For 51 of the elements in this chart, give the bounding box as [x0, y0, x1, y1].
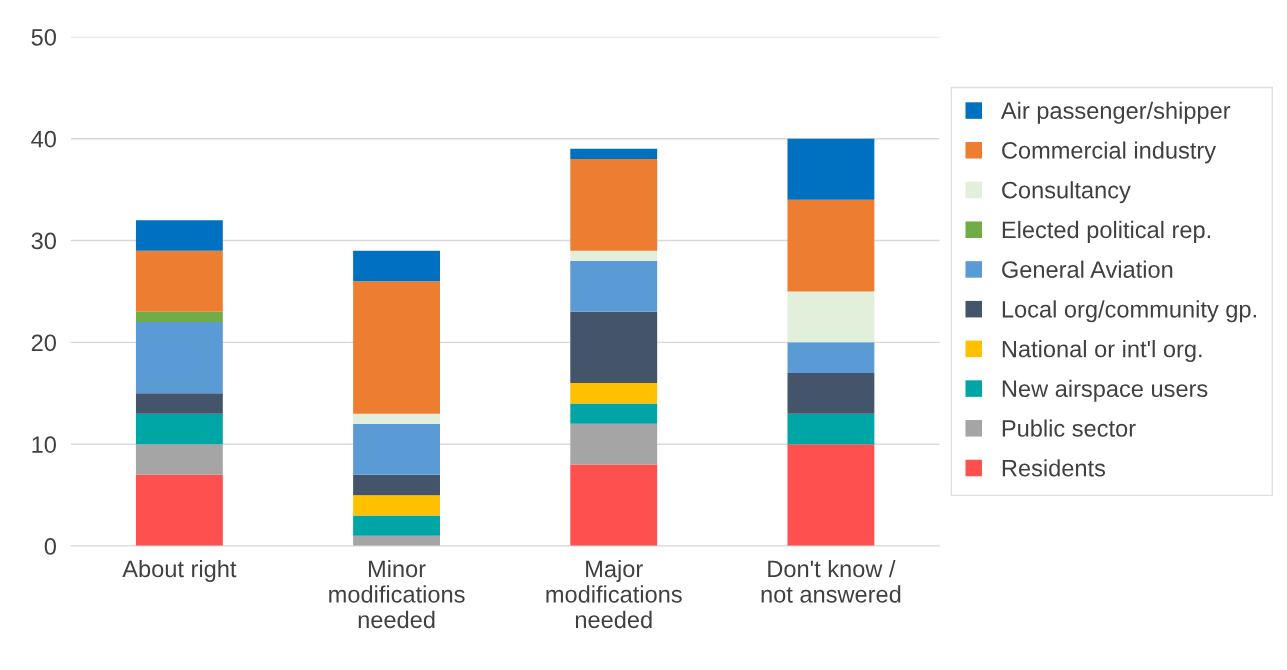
- legend-label: Consultancy: [1002, 181, 1131, 204]
- bar: [787, 444, 875, 547]
- bar: [570, 159, 658, 251]
- legend-label: New airspace users: [1002, 379, 1208, 402]
- bar: [353, 250, 440, 282]
- legend-label: Elected political rep.: [1002, 220, 1211, 243]
- bar: [135, 393, 223, 414]
- bar: [570, 250, 658, 261]
- y-tick-label: 10: [32, 436, 56, 453]
- bar: [787, 342, 875, 373]
- bar: [787, 138, 875, 200]
- bar: [787, 199, 875, 292]
- y-tick-label: 0: [44, 538, 56, 555]
- bar: [787, 372, 875, 414]
- legend-label: Public sector: [1002, 419, 1136, 437]
- legend-label: Commercial industry: [1002, 141, 1217, 164]
- bar: [353, 474, 440, 496]
- legend-label: National or int'l org.: [1002, 340, 1202, 363]
- x-tick-label: Minor modifications needed: [329, 559, 465, 629]
- bar: [135, 444, 223, 475]
- bar: [570, 260, 658, 312]
- y-tick-label: 50: [31, 28, 56, 46]
- bar: [787, 413, 875, 445]
- bar: [135, 311, 223, 322]
- bar: [135, 322, 223, 394]
- legend-label: Residents: [1002, 459, 1106, 477]
- bar: [135, 220, 223, 251]
- bar: [353, 413, 440, 424]
- bar: [353, 495, 440, 516]
- x-tick-label: Major modifications needed: [546, 559, 682, 629]
- bar: [135, 250, 223, 312]
- bar: [570, 403, 658, 424]
- x-tick-label: Don't know / not answered: [761, 559, 901, 603]
- bar: [570, 311, 658, 384]
- bar: [353, 515, 440, 536]
- y-tick-label: 40: [31, 130, 56, 148]
- bar: [353, 281, 440, 414]
- bar: [570, 383, 658, 404]
- legend-label: General Aviation: [1002, 260, 1173, 278]
- bar: [353, 423, 440, 475]
- legend-label: Local org/community gp.: [1002, 300, 1256, 323]
- legend-label: Air passenger/shipper: [1000, 101, 1231, 124]
- y-tick-label: 30: [31, 232, 56, 250]
- y-tick-label: 20: [31, 334, 56, 352]
- x-tick-label: About right: [122, 559, 237, 582]
- bar: [787, 291, 875, 343]
- bar: [570, 464, 658, 547]
- bar: [135, 413, 223, 445]
- bar: [570, 148, 658, 160]
- bar: [135, 474, 223, 547]
- bar: [570, 423, 658, 465]
